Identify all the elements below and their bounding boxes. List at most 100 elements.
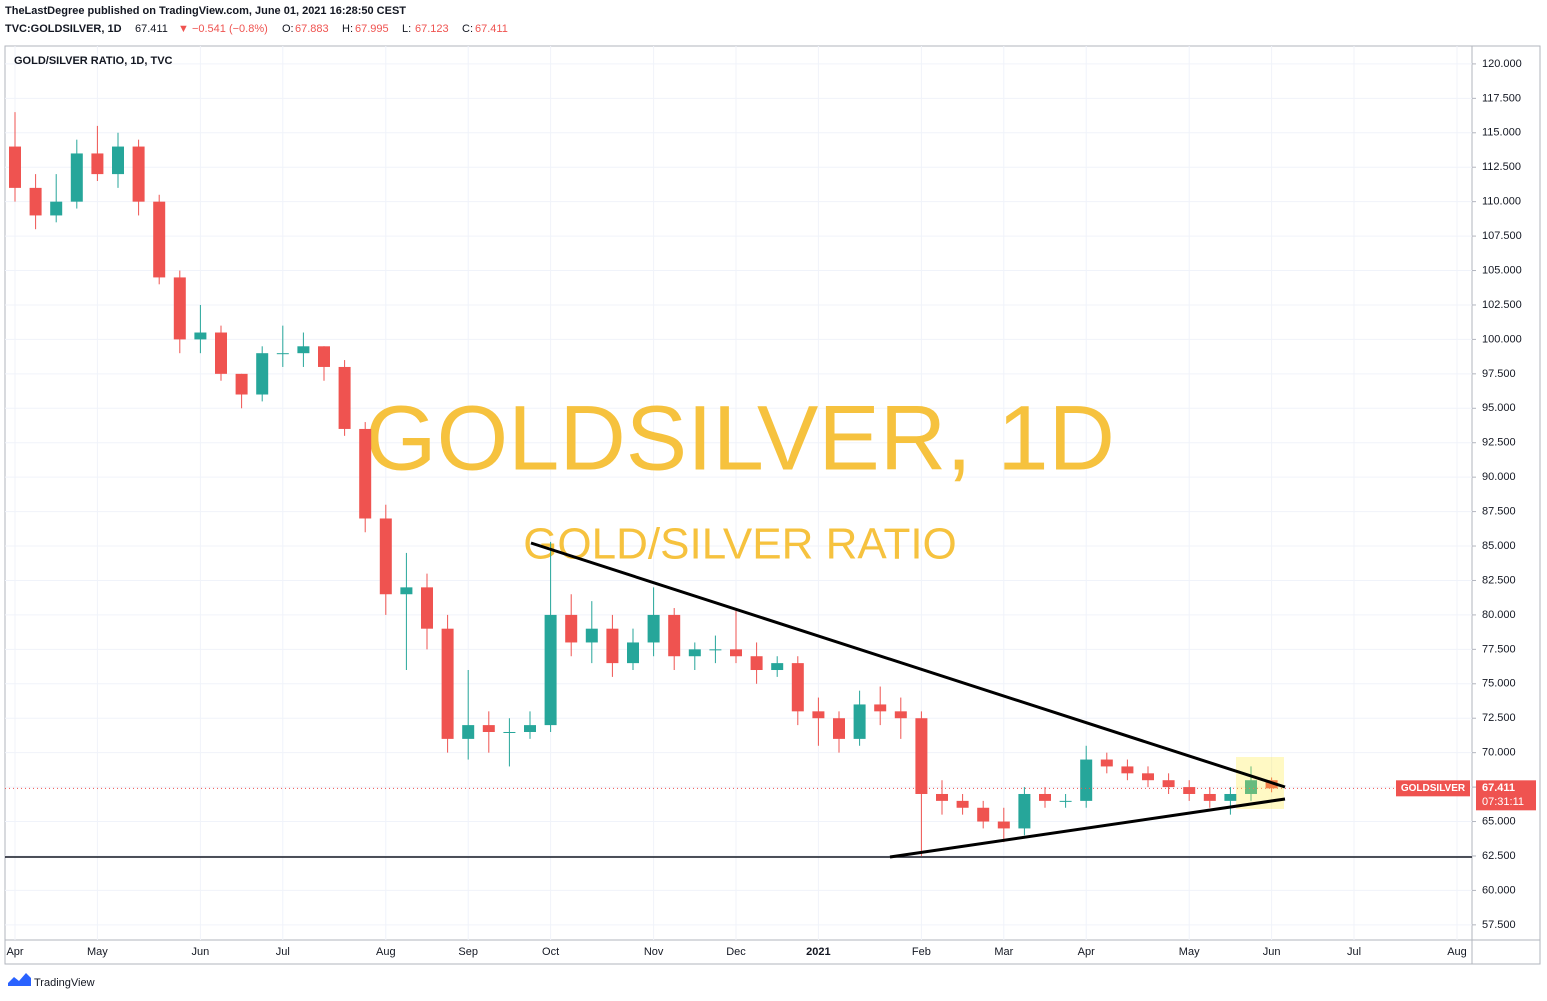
- chart-frame: [4, 45, 1541, 965]
- candle-body: [627, 642, 639, 664]
- candle-body: [153, 201, 166, 278]
- watermark-subtitle: GOLD/SILVER RATIO: [523, 520, 957, 569]
- y-tick-label: 75.000: [1482, 678, 1516, 690]
- candle-body: [173, 277, 186, 340]
- x-tick-label: 2021: [806, 946, 830, 958]
- y-tick-label: 77.500: [1482, 643, 1516, 655]
- y-tick-label: 62.500: [1482, 850, 1516, 862]
- candle-body: [915, 718, 928, 794]
- y-tick-label: 85.000: [1482, 540, 1516, 552]
- candle-body: [215, 332, 227, 374]
- y-tick-label: 72.500: [1482, 712, 1516, 724]
- y-tick-label: 87.500: [1482, 506, 1516, 518]
- y-tick-label: 105.000: [1482, 264, 1522, 276]
- x-tick-label: Jul: [1347, 946, 1361, 958]
- x-tick-label: Jun: [192, 946, 210, 958]
- trend-line-upper: [530, 541, 1286, 789]
- candle-body: [1142, 773, 1154, 781]
- symbol: TVC:GOLDSILVER, 1D: [5, 23, 122, 35]
- y-tick-label: 80.000: [1482, 609, 1516, 621]
- quote-label: H:: [342, 23, 353, 35]
- x-tick-label: Aug: [376, 946, 396, 958]
- candle-body: [1245, 780, 1257, 794]
- candle-body: [750, 656, 763, 671]
- y-tick-label: 112.500: [1482, 161, 1521, 173]
- candle-body: [894, 711, 907, 719]
- candle-body: [791, 663, 804, 712]
- y-tick-label: 107.500: [1482, 230, 1522, 242]
- candle-body: [544, 614, 557, 726]
- y-tick-label: 60.000: [1482, 884, 1516, 896]
- candle-body: [482, 725, 495, 732]
- trend-line-lower: [889, 797, 1286, 859]
- candle-body: [91, 153, 104, 175]
- candle-body: [29, 187, 42, 216]
- candle-body: [256, 353, 269, 395]
- y-tick-label: 65.000: [1482, 815, 1516, 827]
- quote-label: L:: [402, 23, 411, 35]
- change: ▼ −0.541 (−0.8%): [178, 23, 268, 35]
- candle-body: [318, 346, 330, 367]
- quote-label: O:: [282, 23, 294, 35]
- price: 67.411: [135, 23, 168, 35]
- quote-value: 67.995: [355, 23, 389, 35]
- y-tick-label: 110.000: [1482, 196, 1521, 208]
- quote-value: 67.411: [475, 23, 508, 35]
- x-tick-label: Oct: [542, 946, 559, 958]
- quote-value: 67.883: [295, 23, 329, 35]
- x-tick-label: Mar: [994, 946, 1013, 958]
- candle-body: [503, 731, 516, 733]
- candle-body: [9, 146, 21, 188]
- x-tick-label: Jul: [276, 946, 290, 958]
- candle-body: [112, 146, 124, 175]
- candle-body: [833, 718, 845, 739]
- candle-body: [812, 711, 825, 719]
- x-tick-label: Sep: [458, 946, 478, 958]
- candle-body: [338, 366, 351, 429]
- x-tick-label: Jun: [1263, 946, 1281, 958]
- publisher: TheLastDegree published on TradingView.c…: [5, 5, 406, 17]
- candle-body: [1121, 766, 1134, 774]
- price-tag-bg: [1476, 780, 1536, 811]
- candle-body: [606, 628, 619, 664]
- candle-body: [688, 649, 701, 657]
- candle-body: [1224, 793, 1237, 801]
- x-tick-label: Dec: [726, 946, 746, 958]
- chart-title: GOLD/SILVER RATIO, 1D, TVC: [14, 55, 173, 67]
- candle-body: [997, 821, 1010, 829]
- x-tick-label: Feb: [912, 946, 931, 958]
- y-tick-label: 115.000: [1482, 127, 1521, 139]
- candle-body: [235, 373, 248, 395]
- price-tag: 67.411: [1482, 782, 1515, 794]
- x-tick-label: Apr: [1078, 946, 1095, 958]
- x-tick-label: Aug: [1447, 946, 1467, 958]
- y-tick-label: 117.500: [1482, 92, 1521, 104]
- quote: O: 67.883 H: 67.995 L: 67.123 C: 67.411: [282, 23, 508, 35]
- candle-body: [647, 614, 660, 643]
- candle-body: [1265, 780, 1278, 789]
- x-tick-label: May: [1179, 946, 1200, 958]
- candle-body: [1162, 780, 1175, 788]
- candle-body: [421, 587, 433, 629]
- axes: 57.50060.00062.50065.00067.50070.00072.5…: [6, 58, 1536, 958]
- y-tick-label: 120.000: [1482, 58, 1522, 70]
- candle-body: [359, 428, 372, 519]
- candle-body: [194, 332, 207, 340]
- y-tick-label: 95.000: [1482, 402, 1516, 414]
- symbol-tag-bg: [1396, 780, 1470, 797]
- candle-body: [132, 146, 145, 202]
- x-tick-label: Nov: [644, 946, 664, 958]
- y-tick-label: 90.000: [1482, 471, 1516, 483]
- y-tick-label: 97.500: [1482, 368, 1516, 380]
- plot: [5, 112, 1472, 856]
- quote-value: 67.123: [415, 23, 449, 35]
- candle-body: [585, 628, 598, 643]
- symbol-tag: GOLDSILVER: [1401, 783, 1466, 794]
- candle-body: [524, 725, 536, 732]
- candle-body: [668, 614, 681, 657]
- candle-body: [400, 587, 413, 595]
- candle-body: [1039, 793, 1051, 801]
- candle-body: [956, 800, 969, 808]
- candle-body: [1059, 800, 1072, 802]
- candle-body: [441, 628, 454, 739]
